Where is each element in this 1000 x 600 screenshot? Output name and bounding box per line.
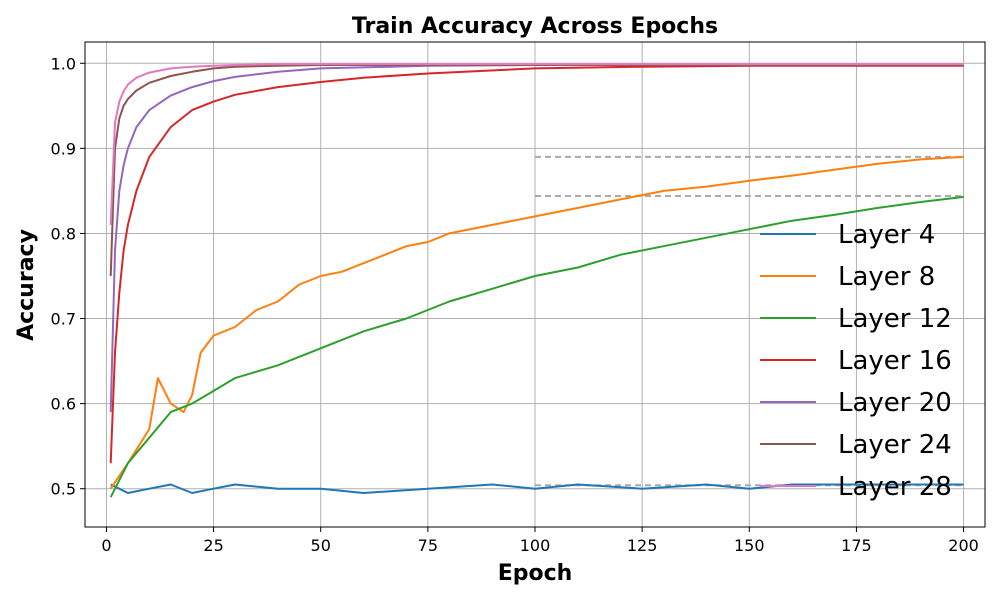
x-tick-label: 50: [311, 536, 331, 555]
y-axis-label: Accuracy: [14, 229, 39, 341]
grid: [85, 42, 985, 527]
legend-label: Layer 16: [838, 346, 952, 376]
y-tick-label: 0.5: [51, 480, 76, 499]
legend-label: Layer 4: [838, 220, 935, 250]
x-tick-label: 100: [520, 536, 551, 555]
y-tick-label: 0.7: [51, 310, 76, 329]
series-line-7: [109, 63, 964, 225]
axis-ticks: 0 25 50 75 100 125 150 175 200 0.5 0.6 0.7 0.8 0.9 1.0: [51, 54, 979, 555]
chart-title: Train Accuracy Across Epochs: [352, 14, 718, 39]
series-line-5: [109, 64, 964, 413]
x-tick-label: 150: [734, 536, 765, 555]
legend-label: Layer 12: [838, 304, 952, 334]
legend-label: Layer 20: [838, 388, 952, 418]
y-tick-label: 1.0: [51, 54, 76, 73]
legend: Layer 4 Layer 8 Layer 12 Layer 16 Layer 20 La…: [760, 220, 952, 502]
y-tick-label: 0.8: [51, 224, 76, 243]
y-tick-label: 0.6: [51, 395, 76, 414]
legend-label: Layer 28: [838, 472, 952, 502]
x-tick-label: 175: [841, 536, 872, 555]
legend-label: Layer 24: [838, 430, 952, 460]
series-line-4: [109, 64, 964, 464]
x-tick-label: 0: [101, 536, 111, 555]
y-tick-label: 0.9: [51, 139, 76, 158]
x-tick-label: 125: [627, 536, 658, 555]
x-tick-label: 75: [418, 536, 438, 555]
legend-label: Layer 8: [838, 262, 935, 292]
series-line-2: [109, 155, 964, 490]
x-axis-label: Epoch: [498, 561, 573, 586]
x-tick-label: 25: [203, 536, 223, 555]
series-line-3: [109, 195, 964, 498]
series-lines: [109, 63, 964, 498]
x-tick-label: 200: [948, 536, 979, 555]
